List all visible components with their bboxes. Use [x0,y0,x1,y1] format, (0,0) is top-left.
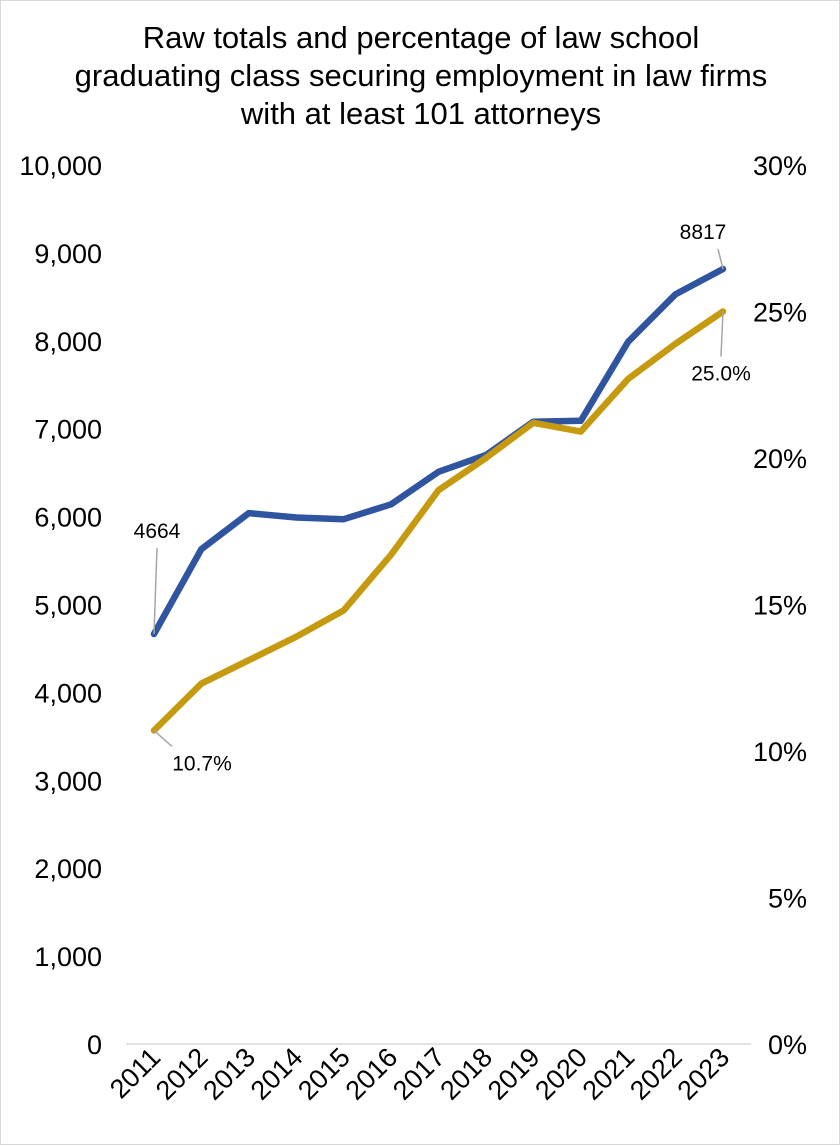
data-label-leader-line [720,311,724,357]
y-left-tick-label: 2,000 [34,854,102,884]
y-right-tick-label: 30% [753,151,807,181]
x-tick-label: 2016 [340,1042,404,1106]
y-right-tick-label: 0% [768,1030,807,1060]
y-right-tick-label: 15% [753,591,807,621]
y-left-tick-label: 4,000 [34,678,102,708]
x-tick-label: 2018 [434,1042,498,1106]
y-left-tick-label: 8,000 [34,327,102,357]
y-right-tick-label: 5% [768,884,807,914]
percentage-series-line [150,308,727,734]
raw-total-series-line [150,265,727,638]
x-tick-label: 2013 [197,1042,261,1106]
data-label: 8817 [680,221,727,244]
y-right-tick-label: 20% [753,444,807,474]
data-label: 25.0% [691,363,751,386]
x-tick-label: 2014 [245,1042,309,1106]
y-left-tick-label: 6,000 [34,503,102,533]
y-left-tick-label: 7,000 [34,415,102,445]
y-left-tick-label: 1,000 [34,942,102,972]
y-left-tick-label: 9,000 [34,239,102,269]
x-tick-label: 2022 [624,1042,688,1106]
y-left-tick-label: 5,000 [34,591,102,621]
data-label-leader-line [717,248,724,270]
x-tick-label: 2017 [387,1042,451,1106]
y-left-tick-label: 10,000 [19,151,102,181]
data-label-leader-line [153,548,158,635]
data-label: 4664 [134,520,181,543]
x-tick-label: 2021 [577,1042,641,1106]
y-left-tick-label: 3,000 [34,766,102,796]
x-tick-label: 2019 [482,1042,546,1106]
data-label-leader-line [153,729,173,748]
x-tick-label: 2023 [672,1042,736,1106]
x-tick-label: 2012 [150,1042,214,1106]
x-tick-label: 2020 [529,1042,593,1106]
x-tick-label: 2011 [104,1042,166,1104]
data-label: 10.7% [172,752,232,775]
y-right-tick-label: 25% [753,298,807,328]
chart-title: Raw totals and percentage of law school … [74,20,768,131]
y-left-tick-label: 0 [87,1030,102,1060]
y-right-tick-label: 10% [753,737,807,767]
x-tick-label: 2015 [292,1042,356,1106]
